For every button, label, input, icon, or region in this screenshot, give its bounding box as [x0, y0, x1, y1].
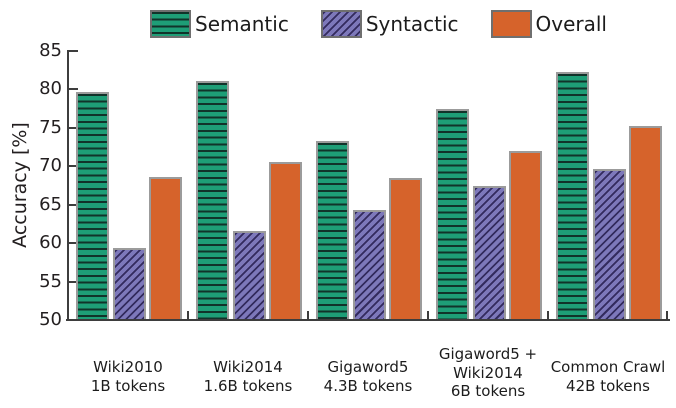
y-tick-label-65: 65	[39, 193, 62, 215]
y-tick-label-75: 75	[39, 116, 62, 138]
bar-semantic-group1	[76, 91, 109, 319]
legend-swatch-semantic-icon	[150, 10, 191, 38]
legend: Semantic Syntactic Overall	[150, 10, 607, 38]
x-category-label-4: Gigaword5 + Wiki2014 6B tokens	[413, 345, 563, 401]
y-tick-80	[69, 88, 78, 91]
y-tick-label-85: 85	[39, 40, 62, 61]
x-tick-boundary-1	[187, 311, 189, 319]
x-axis-end-tick	[666, 311, 668, 319]
x-category-label-line: Wiki2010	[93, 358, 163, 376]
bar-semantic-group3	[316, 140, 349, 319]
bar-overall-group4	[509, 151, 542, 319]
legend-label-semantic: Semantic	[195, 12, 289, 36]
x-category-label-line: Wiki2014	[213, 358, 283, 376]
bar-overall-group1	[149, 176, 182, 319]
x-category-label-2: Wiki2014 1.6B tokens	[173, 358, 323, 395]
y-tick-70	[69, 165, 78, 168]
y-tick-label-50: 50	[39, 309, 62, 330]
x-category-label-line: Common Crawl	[550, 358, 666, 376]
bar-semantic-group2	[196, 80, 229, 319]
y-tick-label-55: 55	[39, 270, 62, 292]
x-tick-boundary-4	[547, 311, 549, 319]
x-category-label-line: 1B tokens	[90, 376, 166, 395]
bar-overall-group5	[629, 126, 662, 319]
x-category-label-line: Wiki2014	[453, 363, 523, 382]
bar-overall-group2	[269, 162, 302, 319]
x-category-label-3: Gigaword5 4.3B tokens	[293, 358, 443, 395]
bar-syntactic-group4	[472, 186, 506, 319]
x-tick-boundary-3	[427, 311, 429, 319]
y-tick-75	[69, 126, 78, 129]
bar-semantic-group5	[556, 72, 589, 319]
y-tick-85	[69, 50, 78, 52]
legend-item-overall: Overall	[490, 10, 607, 38]
bar-overall-group3	[389, 178, 422, 319]
bar-syntactic-group5	[592, 169, 626, 319]
x-category-label-line: Gigaword5 +	[438, 345, 538, 363]
y-axis-line	[67, 50, 69, 321]
y-tick-label-80: 80	[39, 78, 62, 100]
bar-semantic-group4	[436, 109, 469, 319]
bar-syntactic-group2	[232, 230, 266, 319]
legend-item-syntactic: Syntactic	[320, 10, 459, 38]
bar-syntactic-group1	[112, 247, 146, 319]
y-tick-55	[69, 280, 78, 283]
y-tick-label-70: 70	[39, 155, 62, 177]
x-tick-boundary-2	[307, 311, 309, 319]
x-axis-line	[66, 319, 670, 321]
legend-swatch-overall-icon	[490, 10, 532, 38]
x-category-label-line: Gigaword5	[327, 358, 409, 376]
legend-swatch-syntactic-icon	[320, 10, 362, 38]
y-tick-65	[69, 203, 78, 206]
x-category-label-line: 6B tokens	[450, 382, 526, 400]
legend-label-syntactic: Syntactic	[365, 12, 459, 36]
legend-label-overall: Overall	[535, 12, 607, 36]
y-tick-label-60: 60	[39, 232, 62, 254]
x-category-label-5: Common Crawl 42B tokens	[533, 358, 676, 395]
y-tick-60	[69, 242, 78, 245]
x-category-label-line: 42B tokens	[566, 376, 650, 395]
x-category-label-line: 4.3B tokens	[323, 376, 413, 395]
x-category-label-line: 1.6B tokens	[203, 376, 293, 395]
x-category-label-1: Wiki2010 1B tokens	[53, 358, 203, 395]
legend-item-semantic: Semantic	[150, 10, 289, 38]
bar-syntactic-group3	[352, 209, 386, 319]
